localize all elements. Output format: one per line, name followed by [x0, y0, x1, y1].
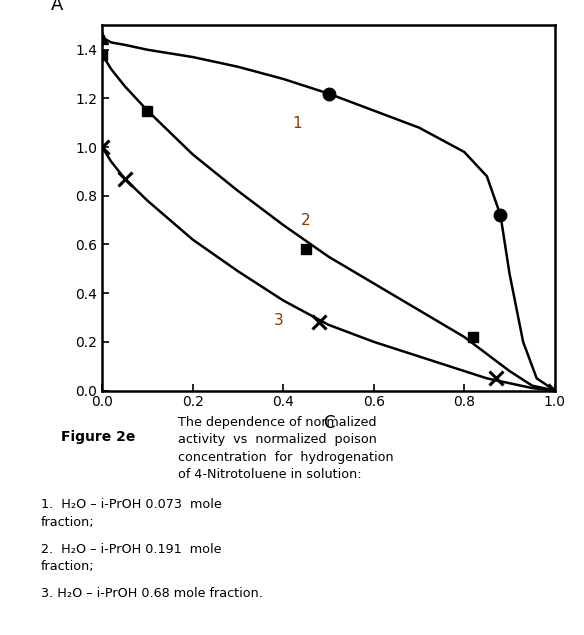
- Text: 3: 3: [274, 313, 284, 328]
- Text: 3. H₂O – i-PrOH 0.68 mole fraction.: 3. H₂O – i-PrOH 0.68 mole fraction.: [41, 587, 263, 600]
- Y-axis label: A: A: [51, 0, 63, 15]
- Text: 2: 2: [301, 213, 311, 228]
- Text: 1: 1: [292, 116, 302, 131]
- Text: 2.  H₂O – i-PrOH 0.191  mole
fraction;: 2. H₂O – i-PrOH 0.191 mole fraction;: [41, 543, 221, 573]
- Text: Figure 2e: Figure 2e: [61, 429, 135, 444]
- X-axis label: C: C: [323, 413, 334, 432]
- Text: 1.  H₂O – i-PrOH 0.073  mole
fraction;: 1. H₂O – i-PrOH 0.073 mole fraction;: [41, 498, 222, 529]
- Text: The dependence of normalized
activity  vs  normalized  poison
concentration  for: The dependence of normalized activity vs…: [178, 416, 394, 481]
